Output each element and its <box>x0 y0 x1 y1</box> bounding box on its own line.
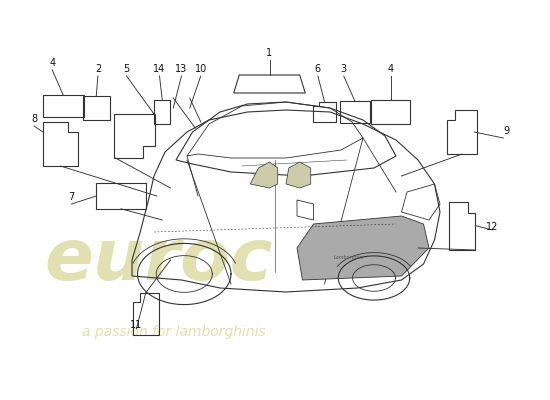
Bar <box>96 183 146 209</box>
Bar <box>82 96 110 120</box>
Text: 3: 3 <box>340 64 347 74</box>
Text: 4: 4 <box>387 64 394 74</box>
Polygon shape <box>250 162 278 188</box>
Text: 13: 13 <box>175 64 188 74</box>
Text: 5: 5 <box>123 64 130 74</box>
Text: 1: 1 <box>266 48 273 58</box>
Text: 4: 4 <box>49 58 56 68</box>
Text: a passion for lamborghinis: a passion for lamborghinis <box>82 325 266 339</box>
Polygon shape <box>286 162 311 188</box>
Bar <box>340 101 370 123</box>
Text: euroc: euroc <box>44 226 272 295</box>
Text: Lamborghini: Lamborghini <box>334 256 365 260</box>
Text: 7: 7 <box>68 192 75 202</box>
Text: 10: 10 <box>195 64 207 74</box>
Text: 12: 12 <box>486 222 498 232</box>
Text: 14: 14 <box>153 64 166 74</box>
Bar <box>154 100 170 124</box>
Bar <box>43 95 84 117</box>
Text: 9: 9 <box>503 126 509 136</box>
Bar <box>371 100 410 124</box>
Text: 8: 8 <box>31 114 37 124</box>
Text: 2: 2 <box>95 64 101 74</box>
Text: 11: 11 <box>130 320 142 330</box>
Text: 6: 6 <box>315 64 321 74</box>
Polygon shape <box>297 216 429 280</box>
